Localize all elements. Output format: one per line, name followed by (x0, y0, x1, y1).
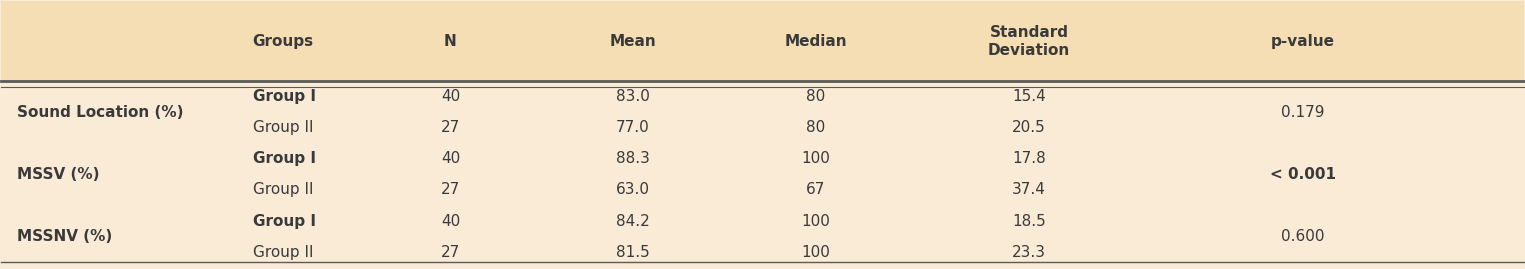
Text: 0.600: 0.600 (1281, 229, 1325, 244)
Text: 63.0: 63.0 (616, 182, 650, 197)
Text: 40: 40 (441, 151, 461, 167)
Text: 83.0: 83.0 (616, 89, 650, 104)
Text: N: N (444, 34, 458, 49)
Text: 23.3: 23.3 (1013, 245, 1046, 260)
Text: 17.8: 17.8 (1013, 151, 1046, 167)
Text: 0.179: 0.179 (1281, 105, 1325, 120)
Text: Group II: Group II (253, 182, 313, 197)
Text: p-value: p-value (1270, 34, 1334, 49)
Text: Group I: Group I (253, 214, 316, 229)
Text: MSSNV (%): MSSNV (%) (17, 229, 111, 244)
Text: 100: 100 (801, 245, 830, 260)
Text: Group II: Group II (253, 120, 313, 135)
Text: MSSV (%): MSSV (%) (17, 167, 99, 182)
Text: 81.5: 81.5 (616, 245, 650, 260)
Text: Standard
Deviation: Standard Deviation (988, 25, 1071, 58)
Text: 18.5: 18.5 (1013, 214, 1046, 229)
Text: 15.4: 15.4 (1013, 89, 1046, 104)
Text: 100: 100 (801, 214, 830, 229)
Text: 100: 100 (801, 151, 830, 167)
Text: 88.3: 88.3 (616, 151, 650, 167)
Text: 37.4: 37.4 (1013, 182, 1046, 197)
Text: Groups: Groups (253, 34, 314, 49)
Text: 20.5: 20.5 (1013, 120, 1046, 135)
Text: 27: 27 (441, 120, 461, 135)
Text: Median: Median (784, 34, 846, 49)
Text: 80: 80 (807, 120, 825, 135)
Text: Group I: Group I (253, 89, 316, 104)
Text: Group I: Group I (253, 151, 316, 167)
Text: < 0.001: < 0.001 (1270, 167, 1336, 182)
Text: 40: 40 (441, 214, 461, 229)
Text: 40: 40 (441, 89, 461, 104)
Text: 27: 27 (441, 245, 461, 260)
Bar (2, 1, 1523, 81)
Text: 67: 67 (807, 182, 825, 197)
Text: 80: 80 (807, 89, 825, 104)
Text: 77.0: 77.0 (616, 120, 650, 135)
Text: Group II: Group II (253, 245, 313, 260)
Text: Sound Location (%): Sound Location (%) (17, 105, 183, 120)
Text: Mean: Mean (610, 34, 656, 49)
Text: 27: 27 (441, 182, 461, 197)
Text: 84.2: 84.2 (616, 214, 650, 229)
